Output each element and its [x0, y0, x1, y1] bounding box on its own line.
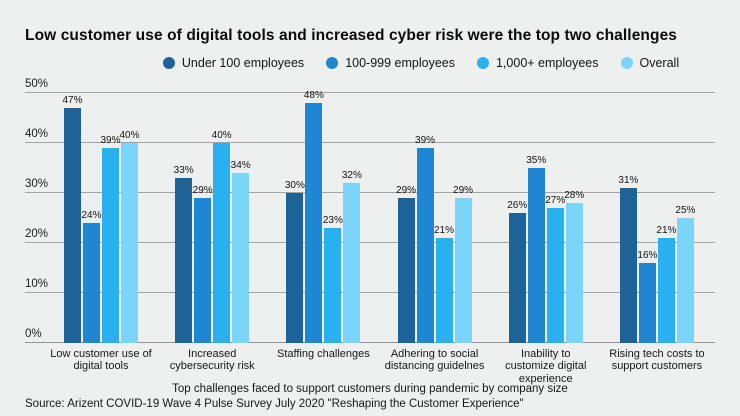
bar-value-label: 39% — [415, 135, 436, 146]
bar: 48% — [304, 90, 324, 343]
bar-value-label: 26% — [507, 200, 528, 211]
category-cell: Staffing challenges — [277, 348, 370, 388]
axis-caption: Top challenges faced to support customer… — [172, 383, 568, 395]
bar: 27% — [545, 195, 565, 343]
gridline — [25, 192, 715, 193]
y-tick-label: 10% — [25, 278, 49, 290]
bar-value-label: 39% — [100, 135, 121, 146]
category-cell: Inability to customize digital experienc… — [505, 348, 586, 388]
bar-value-label: 16% — [637, 250, 658, 261]
category-cell: Adhering to social distancing guidelnes — [385, 348, 485, 388]
bar-value-label: 35% — [526, 155, 547, 166]
bar: 47% — [62, 95, 83, 343]
bar-value-label: 48% — [303, 90, 324, 101]
bar: 39% — [100, 135, 121, 343]
bar-value-label: 23% — [322, 215, 343, 226]
y-tick-label: 20% — [25, 228, 49, 240]
bar: 21% — [656, 225, 676, 343]
category-label: Rising tech costs to support customers — [609, 348, 705, 373]
chart-title: Low customer use of digital tools and in… — [25, 27, 678, 44]
bar: 16% — [637, 250, 657, 343]
bar-value-label: 29% — [453, 185, 474, 196]
category-axis: Low customer use of digital tools Increas… — [25, 348, 715, 388]
gridline — [25, 242, 715, 243]
category-label: Increased cybersecurity risk — [169, 348, 255, 373]
source-note: Source: Arizent COVID-19 Wave 4 Pulse Su… — [25, 398, 524, 410]
bar: 33% — [174, 165, 194, 343]
legend-label: 100-999 employees — [345, 56, 455, 70]
y-tick-label: 0% — [25, 328, 42, 340]
bar: 25% — [675, 205, 695, 343]
gridline — [25, 142, 715, 143]
category-label: Inability to customize digital experienc… — [505, 348, 587, 385]
bar-value-label: 30% — [284, 180, 305, 191]
bar: 31% — [618, 175, 638, 343]
category-label: Adhering to social distancing guidelnes — [384, 348, 485, 373]
bar: 23% — [323, 215, 343, 343]
bar: 34% — [231, 160, 251, 343]
bar-group: 33% 29% 40% 34% — [174, 93, 251, 343]
bar-value-label: 25% — [675, 205, 696, 216]
bar: 29% — [396, 185, 416, 343]
bar-group: 26% 35% 27% 28% — [507, 93, 584, 343]
bar-value-label: 47% — [62, 95, 83, 106]
bar-value-label: 21% — [434, 225, 455, 236]
bar-value-label: 21% — [656, 225, 677, 236]
category-cell: Increased cybersecurity risk — [170, 348, 255, 388]
legend-item: 100-999 employees — [326, 56, 455, 70]
category-label: Staffing challenges — [276, 348, 370, 360]
y-tick-label: 50% — [25, 78, 49, 90]
bar: 21% — [434, 225, 454, 343]
y-tick-label: 30% — [25, 178, 49, 190]
bar: 35% — [526, 155, 546, 343]
bar-value-label: 31% — [618, 175, 639, 186]
bar: 40% — [212, 130, 232, 343]
bar-value-label: 28% — [564, 190, 585, 201]
bar-value-label: 29% — [396, 185, 417, 196]
gridline — [25, 292, 715, 293]
plot-area: 47% 24% 39% 40% 33% 29% 40% 34% 30% 48% 23% 32% 29% 3… — [25, 78, 715, 343]
legend: Under 100 employees 100-999 employees 1,00… — [51, 56, 740, 70]
legend-dot-icon — [326, 57, 339, 69]
bar-group: 47% 24% 39% 40% — [62, 93, 140, 343]
bar-value-label: 24% — [81, 210, 102, 221]
bar-group: 29% 39% 21% 29% — [396, 93, 473, 343]
bar: 28% — [564, 190, 584, 343]
bar: 30% — [285, 180, 305, 343]
legend-dot-icon — [162, 57, 175, 69]
category-cell: Low customer use of digital tools — [50, 348, 152, 388]
legend-label: Overall — [639, 56, 680, 70]
bar-value-label: 32% — [341, 170, 362, 181]
category-cell: Rising tech costs to support customers — [609, 348, 704, 388]
legend-label: 1,000+ employees — [495, 56, 599, 70]
legend-dot-icon — [476, 57, 489, 69]
bar-group: 30% 48% 23% 32% — [285, 90, 362, 343]
legend-item: 1,000+ employees — [476, 56, 599, 70]
gridline — [25, 92, 715, 93]
bar: 29% — [453, 185, 473, 343]
legend-label: Under 100 employees — [181, 56, 305, 70]
bar-groups: 47% 24% 39% 40% 33% 29% 40% 34% 30% 48% 23% 32% 29% 3… — [25, 90, 715, 343]
gridline — [25, 342, 715, 343]
bar: 29% — [193, 185, 213, 343]
legend-item: Under 100 employees — [162, 56, 305, 70]
bar-value-label: 29% — [192, 185, 213, 196]
bar: 40% — [119, 130, 140, 343]
bar-value-label: 40% — [119, 130, 140, 141]
bar-value-label: 33% — [173, 165, 194, 176]
bar: 39% — [415, 135, 435, 343]
bar: 32% — [342, 170, 362, 343]
category-label: Low customer use of digital tools — [50, 348, 152, 373]
legend-dot-icon — [620, 57, 633, 69]
bar: 26% — [507, 200, 527, 343]
legend-item: Overall — [620, 56, 680, 70]
bar-group: 31% 16% 21% 25% — [618, 93, 695, 343]
bar-value-label: 34% — [230, 160, 251, 171]
y-tick-label: 40% — [25, 128, 49, 140]
bar-value-label: 40% — [211, 130, 232, 141]
bar: 24% — [81, 210, 102, 343]
bar-value-label: 27% — [545, 195, 566, 206]
